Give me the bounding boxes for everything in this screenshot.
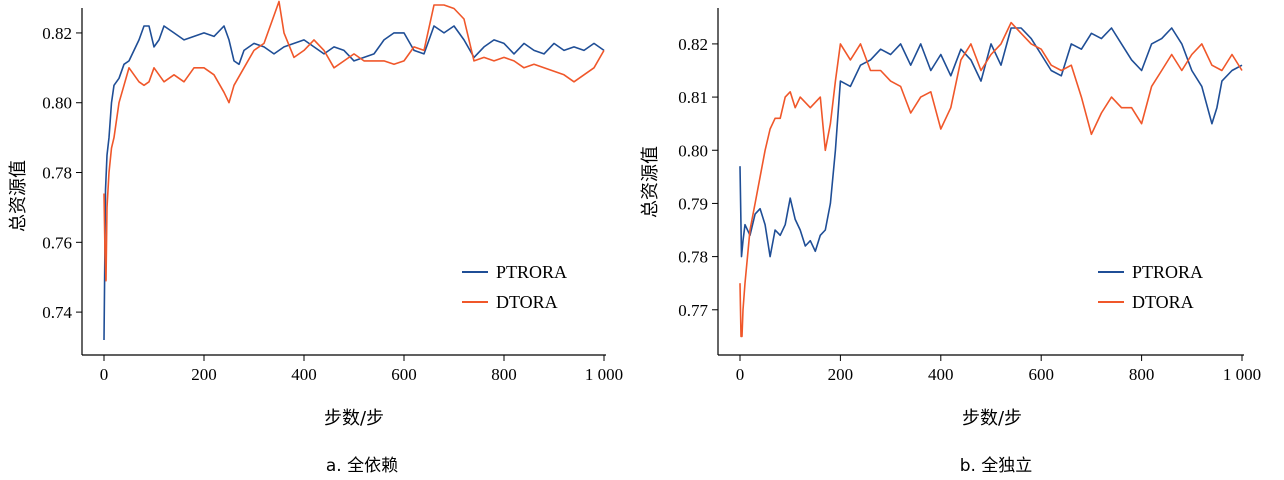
series-line-dtora-a <box>103 0 605 282</box>
x-tick-label-b: 400 <box>928 365 954 384</box>
legend-b: PTRORA DTORA <box>1098 262 1203 312</box>
series-line-ptrora-a <box>103 25 605 341</box>
legend-a: PTRORA DTORA <box>462 262 567 312</box>
y-tick-label-b: 0.82 <box>678 35 708 54</box>
x-tick-label-b: 0 <box>736 365 745 384</box>
plot-area-b: 0 200 400 600 800 1 000 0.77 0.78 0.79 0.80 0.81 0.… <box>678 8 1261 384</box>
legend-label-ptrora-a: PTRORA <box>496 262 567 282</box>
chart-panel-a: 0 200 400 600 800 1 000 0.74 0.76 0.78 0.80 0.82 PT… <box>8 0 623 476</box>
x-axis-label-b: 步数/步 <box>962 408 1022 429</box>
caption-b: b. 全独立 <box>960 456 1033 476</box>
y-tick-label-a: 0.80 <box>42 94 72 113</box>
y-tick-label-a: 0.82 <box>42 24 72 43</box>
y-axis-label-b: 总资源值 <box>640 146 661 218</box>
y-tick-label-a: 0.76 <box>42 233 72 252</box>
plot-area-a: 0 200 400 600 800 1 000 0.74 0.76 0.78 0.80 0.82 PT… <box>42 0 623 384</box>
y-tick-label-a: 0.74 <box>42 303 72 322</box>
y-tick-label-b: 0.79 <box>678 194 708 213</box>
y-axis-label-a: 总资源值 <box>8 160 29 232</box>
x-tick-label-b: 200 <box>828 365 854 384</box>
series-line-ptrora-b <box>739 27 1243 258</box>
x-tick-label-a: 600 <box>391 365 417 384</box>
x-tick-label-b: 600 <box>1028 365 1054 384</box>
caption-a: a. 全依赖 <box>326 456 398 476</box>
x-tick-label-b: 1 000 <box>1223 365 1261 384</box>
legend-label-dtora-b: DTORA <box>1132 292 1194 312</box>
y-tick-label-a: 0.78 <box>42 164 72 183</box>
x-tick-label-b: 800 <box>1129 365 1155 384</box>
y-tick-label-b: 0.77 <box>678 301 708 320</box>
legend-label-ptrora-b: PTRORA <box>1132 262 1203 282</box>
x-axis-label-a: 步数/步 <box>324 408 384 429</box>
legend-label-dtora-a: DTORA <box>496 292 558 312</box>
x-tick-label-a: 800 <box>491 365 517 384</box>
x-tick-label-a: 0 <box>100 365 109 384</box>
chart-panel-b: 0 200 400 600 800 1 000 0.77 0.78 0.79 0.80 0.81 0.… <box>640 8 1261 476</box>
series-line-dtora-b <box>739 21 1243 338</box>
y-tick-label-b: 0.80 <box>678 141 708 160</box>
y-tick-label-b: 0.81 <box>678 88 708 107</box>
x-tick-label-a: 200 <box>191 365 217 384</box>
x-tick-label-a: 1 000 <box>585 365 623 384</box>
x-tick-label-a: 400 <box>291 365 317 384</box>
y-tick-label-b: 0.78 <box>678 248 708 267</box>
